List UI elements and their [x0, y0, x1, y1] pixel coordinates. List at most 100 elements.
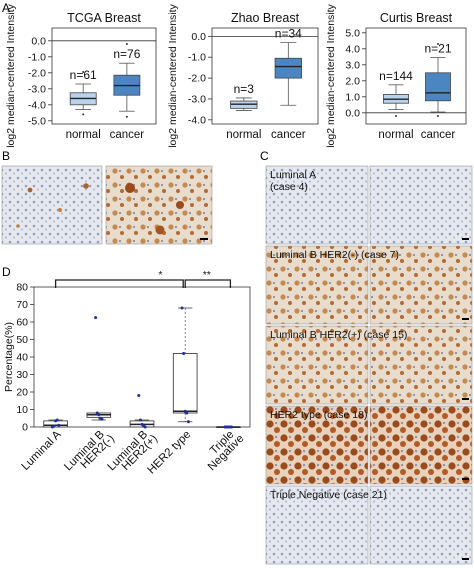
scale-bar: [462, 238, 469, 240]
outlier-point: [125, 115, 128, 118]
y-tick-label: -5.0: [28, 115, 46, 127]
panel-label-b: B: [2, 149, 10, 163]
x-category-label: cancer: [421, 129, 456, 141]
outlier-point: [82, 113, 85, 116]
data-point: [182, 352, 186, 355]
y-tick-label: -4.0: [188, 114, 206, 126]
case-micrograph-high: [369, 485, 473, 565]
y-tick-label: 0: [22, 422, 28, 434]
data-point: [137, 394, 141, 397]
y-tick-label: 20: [16, 387, 28, 399]
data-point: [94, 316, 98, 320]
data-point: [138, 418, 142, 422]
outlier-point: [437, 43, 439, 45]
panel-label-c: C: [260, 149, 269, 163]
case-label: Luminal B HER2(-) (case 7): [270, 249, 399, 261]
n-label: n=3: [234, 82, 255, 96]
y-tick-label: 60: [16, 317, 28, 329]
case-micrograph-low: [265, 245, 369, 325]
x-category-label: normal: [66, 129, 101, 141]
box-cancer: [425, 72, 451, 102]
y-tick-label: -2.0: [188, 73, 206, 85]
y-tick-label: 10: [16, 404, 28, 416]
ihc-micrograph-low-power: [1, 165, 103, 245]
case-label: Luminal A: [270, 169, 316, 181]
case-micrograph-high: [369, 165, 473, 245]
data-point: [100, 417, 104, 421]
n-label: n=144: [379, 69, 413, 83]
scale-bar: [462, 398, 469, 400]
scale-bar: [462, 478, 469, 480]
y-tick-label: 0.0: [31, 35, 46, 47]
chart-title: Zhao Breast: [231, 11, 300, 25]
case-micrograph-grid: Luminal A(case 4) Luminal B HER2(-) (case…: [265, 165, 473, 565]
scale-bar: [462, 318, 469, 320]
significance-label: *: [158, 269, 162, 281]
y-axis-label: log2 median-centered Intensity: [325, 3, 337, 147]
panel-label-a: A: [2, 1, 10, 15]
case-label: Triple Negative (case 21): [270, 489, 387, 501]
y-tick-label: 2.0: [345, 75, 360, 87]
case-label: HER2 type (case 18): [270, 409, 367, 421]
x-category-label: normal: [378, 129, 413, 141]
box: [172, 353, 198, 414]
y-tick-label: -1.0: [188, 52, 206, 64]
plot-frame: [365, 27, 467, 125]
data-point: [180, 306, 184, 310]
y-axis-label: log2 median-centered Intensity: [167, 3, 179, 147]
x-category-label: cancer: [271, 129, 306, 141]
outlier-point: [437, 115, 439, 117]
data-point: [186, 420, 190, 424]
outlier-point: [82, 71, 85, 73]
plot-frame: [211, 27, 319, 125]
chart-title: Curtis Breast: [380, 11, 453, 25]
box-cancer: [274, 57, 302, 79]
plot-frame: [51, 27, 157, 125]
data-point: [97, 413, 101, 417]
case-label: (case 4): [270, 181, 308, 193]
case-micrograph-low: [265, 485, 369, 565]
x-category-label: Luminal A: [20, 428, 64, 472]
y-tick-label: 0.0: [345, 107, 360, 119]
case-micrograph-low: [265, 405, 369, 485]
n-label: n=76: [113, 47, 140, 61]
y-tick-label: 80: [16, 282, 28, 294]
panel-label-d: D: [2, 265, 11, 279]
y-tick-label: -2.0: [28, 67, 46, 79]
y-tick-label: 40: [16, 352, 28, 364]
n-label: n=61: [70, 68, 97, 82]
data-point: [52, 424, 56, 428]
y-axis-label: Percentage(%): [3, 322, 15, 392]
data-point: [57, 423, 61, 427]
significance-bracket: [54, 279, 184, 288]
y-tick-label: 70: [16, 299, 28, 311]
y-tick-label: 4.0: [345, 43, 360, 55]
y-tick-label: -3.0: [188, 93, 206, 105]
case-micrograph-high: [369, 325, 473, 405]
case-label: Luminal B HER2(+) (case 15): [270, 329, 407, 341]
y-tick-label: -1.0: [28, 51, 46, 63]
outlier-point: [395, 115, 397, 117]
y-tick-label: -4.0: [28, 99, 46, 111]
case-micrograph-high: [369, 245, 473, 325]
scale-bar: [462, 558, 469, 560]
y-tick-label: 1.0: [345, 91, 360, 103]
case-micrograph-high: [369, 405, 473, 485]
y-tick-label: 5.0: [345, 27, 360, 39]
data-point: [185, 411, 189, 415]
zhao-breast-boxplot: Zhao Breast 0.0 -1.0 -2.0 -3.0 -4.0 log2 media…: [167, 3, 319, 148]
tcga-breast-boxplot: TCGA Breast 0.0 -1.0 -2.0 -3.0 -4.0 -5.0 log2 m…: [5, 3, 157, 148]
data-point: [230, 425, 234, 429]
y-tick-label: 3.0: [345, 59, 360, 71]
plot-frame: [33, 286, 251, 428]
y-tick-label: -3.0: [28, 83, 46, 95]
chart-title: TCGA Breast: [67, 11, 141, 25]
x-category-label: normal: [226, 129, 261, 141]
y-axis-label: log2 median-centered Intensity: [5, 3, 17, 147]
data-point: [55, 418, 59, 422]
n-label: n=21: [424, 42, 451, 56]
case-micrograph-low: [265, 165, 369, 245]
significance-bracket: [184, 279, 232, 288]
